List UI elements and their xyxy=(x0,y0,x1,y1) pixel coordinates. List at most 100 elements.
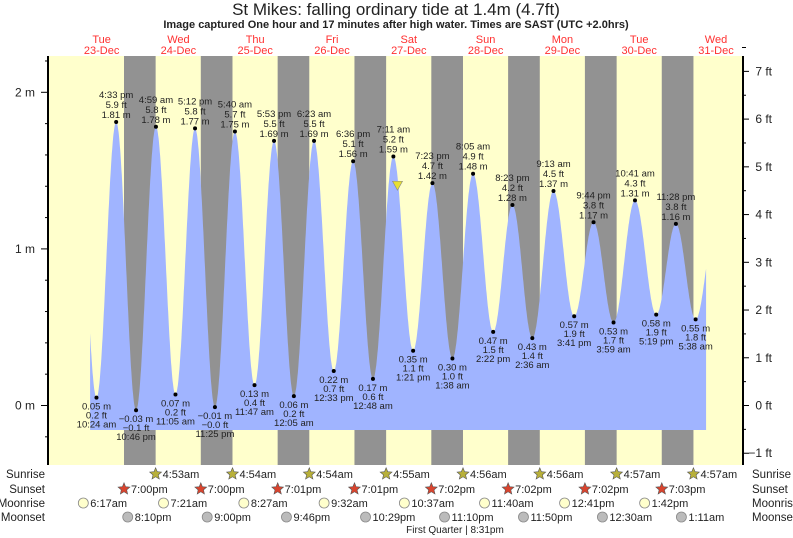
high-tide-ft-label: 5.2 ft xyxy=(383,135,404,146)
high-tide-m-label: 1.75 m xyxy=(220,119,249,130)
high-tide-time-label: 6:36 pm xyxy=(336,129,370,140)
high-tide-point xyxy=(471,171,476,176)
low-tide-point xyxy=(173,392,178,397)
sunrise-icon xyxy=(302,467,316,480)
high-tide-ft-label: 5.7 ft xyxy=(224,109,245,120)
day-name-label: Tue xyxy=(630,34,649,46)
day-date-label: 26-Dec xyxy=(314,45,350,57)
high-tide-m-label: 1.78 m xyxy=(141,115,170,126)
high-tide-point xyxy=(591,220,596,225)
high-tide-ft-label: 5.8 ft xyxy=(184,106,205,117)
high-tide-m-label: 1.81 m xyxy=(102,110,131,121)
sunset-time: 7:03pm xyxy=(669,484,706,496)
sunrise-time: 4:57am xyxy=(700,469,737,481)
sunset-time: 7:02pm xyxy=(515,484,552,496)
high-tide-point xyxy=(351,159,356,164)
moonset-icon xyxy=(281,511,292,523)
day-name-label: Wed xyxy=(167,34,189,46)
moon-phase-label: First Quarter | 8:31pm xyxy=(406,525,504,536)
day-name-label: Sat xyxy=(401,34,418,46)
low-tide-m-label: 0.58 m xyxy=(642,319,671,330)
high-tide-point xyxy=(153,124,158,129)
high-tide-point xyxy=(312,138,317,143)
low-tide-ft-label: −0.1 ft xyxy=(123,423,150,434)
moonset-icon xyxy=(201,511,213,523)
low-tide-m-label: 0.06 m xyxy=(279,400,308,411)
low-tide-time-label: 1:38 am xyxy=(435,381,469,392)
low-tide-m-label: 0.22 m xyxy=(319,375,348,386)
high-tide-time-label: 5:53 pm xyxy=(257,109,291,120)
low-tide-ft-label: 1.7 ft xyxy=(603,336,624,347)
sunset-time: 7:02pm xyxy=(592,484,629,496)
low-tide-m-label: 0.07 m xyxy=(161,399,190,410)
low-tide-point xyxy=(611,320,616,325)
moonrise-time: 10:37am xyxy=(411,498,454,510)
sunrise-time: 4:56am xyxy=(547,469,584,481)
high-tide-ft-label: 5.5 ft xyxy=(263,119,284,130)
moonrise-time: 1:42pm xyxy=(652,498,689,510)
moonrise-time: 7:21am xyxy=(171,498,208,510)
high-tide-point xyxy=(114,120,119,125)
high-tide-time-label: 6:23 am xyxy=(297,109,331,120)
low-tide-m-label: 0.30 m xyxy=(438,363,467,374)
low-tide-time-label: 11:25 pm xyxy=(195,429,234,440)
sunset-time: 7:01pm xyxy=(361,484,398,496)
right-axis-tick-label: 6 ft xyxy=(755,112,772,126)
axes: Tue23-DecWed24-DecThu25-DecFri26-DecSat2… xyxy=(15,34,773,465)
day-date-label: 25-Dec xyxy=(237,45,273,57)
left-axis-tick-label: 0 m xyxy=(15,399,35,413)
day-date-label: 29-Dec xyxy=(545,45,581,57)
chart-subtitle: Image captured One hour and 17 minutes a… xyxy=(163,19,629,31)
day-name-label: Fri xyxy=(326,34,339,46)
low-tide-point xyxy=(530,336,535,341)
moonset-icon xyxy=(360,511,371,523)
high-tide-time-label: 9:13 am xyxy=(536,159,570,170)
sunset-time: 7:00pm xyxy=(131,484,168,496)
moonrise-icon xyxy=(398,497,410,509)
high-tide-point xyxy=(510,203,515,208)
low-tide-point xyxy=(491,329,496,334)
sunset-row-label: Sunset xyxy=(9,484,46,496)
right-axis-tick-label: 5 ft xyxy=(755,160,772,174)
low-tide-ft-label: 1.8 ft xyxy=(685,332,706,343)
low-tide-ft-label: 1.5 ft xyxy=(483,345,504,356)
high-tide-ft-label: 4.3 ft xyxy=(624,178,645,189)
moonset-icon xyxy=(675,511,687,523)
low-tide-ft-label: −0.0 ft xyxy=(202,420,229,431)
high-tide-m-label: 1.69 m xyxy=(260,129,289,140)
low-tide-time-label: 3:59 am xyxy=(596,345,630,356)
sunrise-time: 4:57am xyxy=(624,469,661,481)
high-tide-point xyxy=(232,129,237,134)
low-tide-point xyxy=(94,395,99,400)
low-tide-ft-label: 1.4 ft xyxy=(522,351,543,362)
right-axis-tick-label: 4 ft xyxy=(755,208,772,222)
low-tide-ft-label: 0.2 ft xyxy=(165,408,186,419)
sunrise-time: 4:54am xyxy=(239,469,276,481)
sunset-icon xyxy=(655,482,669,495)
moonset-time: 12:30am xyxy=(609,512,652,524)
sunset-time: 7:02pm xyxy=(438,484,475,496)
moonrise-icon xyxy=(77,497,89,509)
moonset-time: 8:10pm xyxy=(135,512,172,524)
high-tide-point xyxy=(272,138,277,143)
low-tide-ft-label: 0.2 ft xyxy=(283,409,304,420)
moonset-time: 1:11am xyxy=(688,512,724,524)
high-tide-time-label: 5:12 pm xyxy=(178,96,212,107)
sunset-icon xyxy=(117,482,131,495)
low-tide-point xyxy=(134,408,139,413)
low-tide-time-label: 11:05 am xyxy=(156,417,195,428)
sunrise-icon xyxy=(148,467,163,480)
high-tide-ft-label: 5.8 ft xyxy=(145,105,166,116)
high-tide-point xyxy=(632,198,637,203)
low-tide-time-label: 5:19 pm xyxy=(639,337,673,348)
high-tide-point xyxy=(391,154,396,159)
sunset-icon xyxy=(424,482,438,495)
high-tide-time-label: 5:40 am xyxy=(218,99,252,110)
high-tide-point xyxy=(193,126,198,131)
low-tide-time-label: 10:24 am xyxy=(77,420,117,431)
low-tide-point xyxy=(370,376,375,381)
day-date-label: 28-Dec xyxy=(468,45,504,57)
low-tide-point xyxy=(693,317,698,322)
moonset-icon xyxy=(518,511,529,523)
high-tide-m-label: 1.42 m xyxy=(418,171,447,182)
